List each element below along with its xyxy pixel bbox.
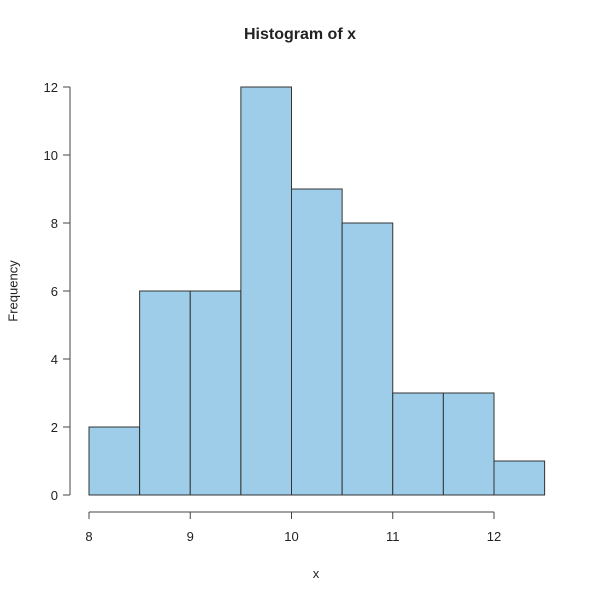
histogram-bar <box>493 460 546 496</box>
y-tick-label: 6 <box>51 284 58 299</box>
y-tick-label: 10 <box>44 148 58 163</box>
x-tick-label: 8 <box>85 529 92 544</box>
histogram-bar <box>88 426 141 496</box>
y-tick-label: 8 <box>51 216 58 231</box>
histogram-bar <box>189 290 242 496</box>
y-axis: 0 2 4 6 8 10 12 <box>44 80 71 503</box>
y-tick-label: 4 <box>51 352 58 367</box>
y-tick-label: 12 <box>44 80 58 95</box>
histogram-bar <box>442 392 495 496</box>
x-tick-label: 12 <box>487 529 501 544</box>
x-tick-label: 9 <box>187 529 194 544</box>
histogram-bar <box>139 290 191 496</box>
x-tick-label: 10 <box>284 529 298 544</box>
chart-title: Histogram of x <box>243 26 356 43</box>
y-tick-label: 0 <box>51 488 58 503</box>
histogram-bar <box>291 188 343 496</box>
histogram-bar <box>240 86 292 496</box>
histogram-bars <box>88 86 546 496</box>
x-axis-label: x <box>312 566 320 581</box>
x-tick-label: 11 <box>386 529 400 544</box>
x-axis: 8 9 10 11 12 <box>85 511 501 544</box>
histogram-bar <box>341 222 394 496</box>
y-tick-label: 2 <box>51 420 58 435</box>
histogram-bar <box>392 392 444 496</box>
